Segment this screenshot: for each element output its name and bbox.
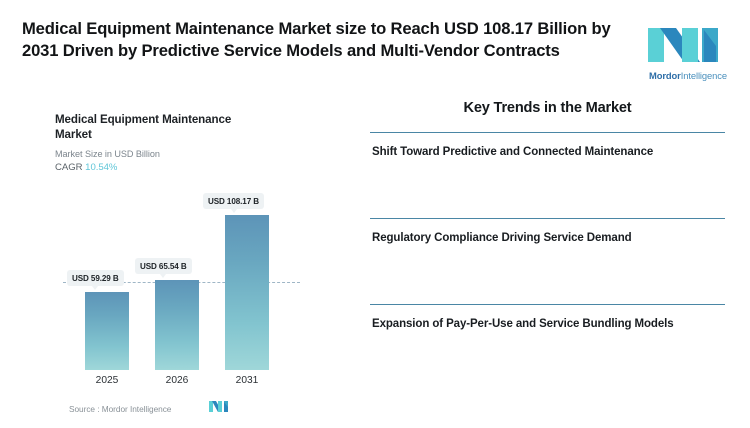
bar-value-label-2025: USD 59.29 B xyxy=(67,270,124,290)
key-trends-heading: Key Trends in the Market xyxy=(463,100,632,116)
cagr-value: 10.54% xyxy=(85,161,118,173)
bar-value-label-2026: USD 65.54 B xyxy=(135,258,192,278)
bar-2025 xyxy=(85,292,129,370)
brand-logo: MordorIntelligence xyxy=(640,20,736,80)
chart-subtitle: Market Size in USD Billion xyxy=(55,148,160,159)
x-tick-label: 2026 xyxy=(165,375,189,386)
trend-item-label: Shift Toward Predictive and Connected Ma… xyxy=(372,146,654,158)
mordor-intelligence-mark-icon xyxy=(209,400,231,418)
trend-item[interactable]: Regulatory Compliance Driving Service De… xyxy=(370,218,725,304)
x-tick-label: 2025 xyxy=(95,375,119,386)
chart-source-row: Source : Mordor Intelligence xyxy=(69,400,329,418)
brand-wordmark: MordorIntelligence xyxy=(649,71,727,80)
key-trends-panel: Key Trends in the Market Shift Toward Pr… xyxy=(370,100,725,390)
trend-item-label: Regulatory Compliance Driving Service De… xyxy=(372,232,632,244)
chart-title: Medical Equipment Maintenance Market xyxy=(55,113,232,142)
trend-item-label: Expansion of Pay-Per-Use and Service Bun… xyxy=(372,318,674,330)
chart-plot-area: USD 59.29 B USD 65.54 B USD 108.17 B xyxy=(55,180,300,370)
cagr-label: CAGR xyxy=(55,161,83,173)
bar-2031 xyxy=(225,215,269,370)
page-header: Medical Equipment Maintenance Market siz… xyxy=(0,0,750,88)
page-title: Medical Equipment Maintenance Market siz… xyxy=(22,19,611,61)
bar-2026 xyxy=(155,280,199,370)
market-size-chart: Medical Equipment Maintenance Market Mar… xyxy=(55,112,355,414)
x-tick-label: 2031 xyxy=(235,375,259,386)
bar-value-label-2031: USD 108.17 B xyxy=(203,193,264,213)
brand-name-primary: Mordor xyxy=(649,70,681,81)
trend-item[interactable]: Shift Toward Predictive and Connected Ma… xyxy=(370,132,725,218)
trend-item[interactable]: Expansion of Pay-Per-Use and Service Bun… xyxy=(370,304,725,390)
mordor-intelligence-logo-icon xyxy=(646,20,730,69)
brand-name-secondary: Intelligence xyxy=(680,70,727,81)
chart-x-axis: 2025 2026 2031 xyxy=(55,375,300,391)
chart-cagr: CAGR 10.54% xyxy=(55,162,355,173)
chart-source-text: Source : Mordor Intelligence xyxy=(69,404,172,414)
